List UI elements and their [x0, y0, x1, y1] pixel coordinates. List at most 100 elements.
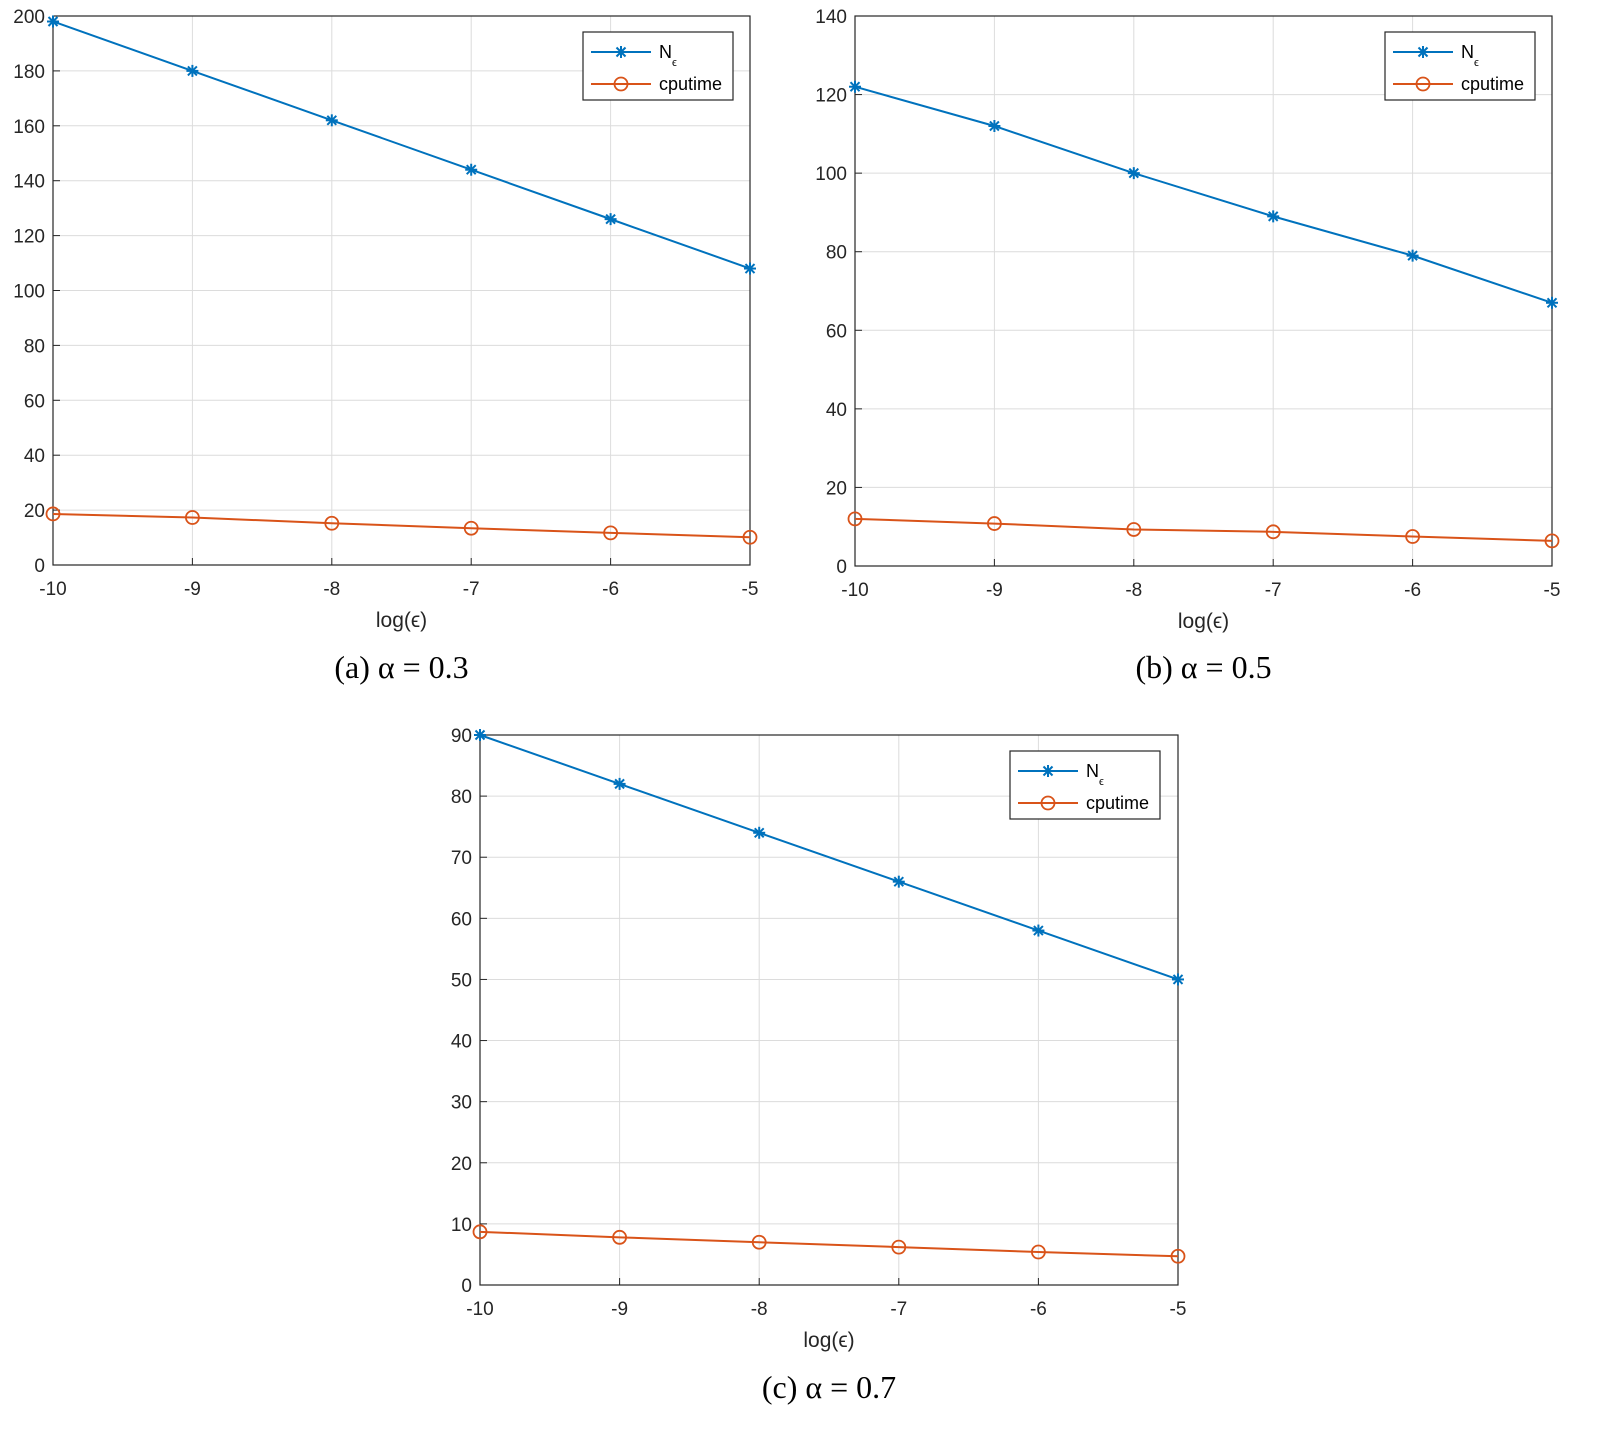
asterisk-marker	[1417, 46, 1429, 58]
circle-marker	[751, 1234, 767, 1250]
asterisk-marker	[1172, 973, 1184, 986]
asterisk-stroke	[989, 120, 1000, 132]
circle-marker	[1415, 76, 1431, 92]
chart-0: -10 -9 -8 -7 -6 -5 0 20 40 60 80 100 120 140 160 180 200…	[13, 7, 758, 685]
asterisk-marker	[1406, 249, 1419, 262]
asterisk-stroke	[1172, 974, 1184, 985]
x-tick-label: -5	[1544, 580, 1561, 601]
series-line	[854, 85, 1553, 304]
asterisk-marker	[1127, 167, 1140, 180]
asterisk-stroke	[744, 263, 756, 274]
plot-area	[480, 735, 1178, 1285]
legend-label: cputime	[1461, 74, 1524, 94]
circle-marker	[1405, 529, 1420, 544]
y-tick-label: 30	[451, 1093, 472, 1114]
figure-caption: (a) α = 0.3	[334, 649, 468, 685]
asterisk-stroke	[47, 16, 59, 27]
legend-box	[582, 31, 734, 101]
asterisk-stroke	[753, 827, 765, 838]
circle-marker	[463, 520, 479, 536]
series-line	[52, 20, 751, 270]
y-tick-label: 80	[24, 336, 45, 357]
axes-box	[52, 15, 751, 566]
plot-area	[855, 16, 1552, 566]
x-tick-label: -8	[323, 579, 340, 600]
x-axis-label: log(ϵ)	[1178, 610, 1229, 633]
y-tick-label: 20	[826, 478, 847, 499]
y-tick-label: 160	[13, 117, 45, 138]
asterisk-stroke	[1407, 250, 1418, 261]
asterisk-marker	[849, 80, 861, 93]
asterisk-marker	[1042, 765, 1054, 777]
asterisk-marker	[753, 826, 766, 839]
y-tick-label: 60	[826, 321, 847, 342]
asterisk-marker	[1267, 210, 1280, 223]
figure-caption: (c) α = 0.7	[762, 1369, 896, 1405]
circle-marker	[45, 506, 61, 522]
y-tick-label: 40	[24, 446, 45, 467]
x-tick-label: -9	[611, 1299, 628, 1320]
x-tick-label: -9	[986, 580, 1003, 601]
x-tick-label: -6	[1404, 580, 1421, 601]
circle-marker	[603, 525, 618, 541]
circle-marker	[324, 515, 340, 531]
series-line	[854, 517, 1553, 542]
circle-marker	[847, 511, 863, 527]
asterisk-stroke	[465, 164, 477, 175]
legend-label: cputime	[659, 74, 722, 94]
asterisk-stroke	[614, 778, 625, 790]
x-tick-label: -10	[841, 580, 868, 601]
circle-marker	[612, 1229, 627, 1245]
asterisk-marker	[892, 875, 905, 888]
asterisk-stroke	[1417, 46, 1429, 58]
asterisk-stroke	[605, 213, 616, 225]
series-Nϵ	[47, 15, 756, 275]
y-tick-label: 140	[13, 172, 45, 193]
legend-label: cputime	[1086, 793, 1149, 813]
asterisk-stroke	[1128, 167, 1140, 179]
x-axis-label: log(ϵ)	[376, 609, 427, 632]
y-tick-label: 80	[451, 787, 472, 808]
asterisk-marker	[325, 114, 338, 127]
asterisk-marker	[47, 15, 59, 28]
x-tick-label: -7	[1265, 580, 1282, 601]
circle-marker	[987, 516, 1002, 531]
chart-2: -10 -9 -8 -7 -6 -5 0 10 20 30 40 50 60 70 80 90 log(ϵ) Nϵ…	[451, 726, 1187, 1405]
x-tick-label: -7	[463, 579, 480, 600]
legend: Nϵ cputime	[1384, 31, 1536, 101]
asterisk-marker	[1032, 924, 1045, 937]
asterisk-stroke	[474, 729, 486, 741]
y-tick-label: 20	[24, 501, 45, 522]
y-tick-label: 100	[815, 164, 847, 185]
asterisk-marker	[604, 213, 617, 226]
series-cputime	[472, 1224, 1186, 1264]
asterisk-stroke	[1033, 925, 1044, 936]
legend-label: Nϵ	[1461, 42, 1479, 69]
y-tick-label: 20	[451, 1154, 472, 1175]
asterisk-stroke	[615, 46, 627, 58]
y-tick-label: 70	[451, 848, 472, 869]
circle-marker	[472, 1224, 488, 1240]
x-tick-label: -7	[890, 1299, 907, 1320]
series-cputime	[847, 511, 1560, 549]
asterisk-marker	[186, 64, 199, 77]
series-line	[52, 512, 751, 539]
circle-marker	[891, 1239, 907, 1255]
axes-box	[479, 734, 1179, 1286]
y-tick-label: 200	[13, 7, 45, 28]
asterisk-stroke	[187, 65, 198, 77]
circle-marker	[1126, 522, 1142, 537]
asterisk-stroke	[1546, 297, 1558, 308]
asterisk-stroke	[1042, 765, 1054, 777]
asterisk-marker	[988, 120, 1001, 132]
series-line	[479, 734, 1179, 981]
y-tick-label: 50	[451, 970, 472, 991]
chart-1: -10 -9 -8 -7 -6 -5 0 20 40 60 80 100 120 140 log(ϵ) Nϵ c…	[815, 7, 1560, 685]
y-tick-label: 10	[451, 1215, 472, 1236]
asterisk-marker	[613, 777, 626, 790]
asterisk-marker	[1546, 296, 1558, 309]
asterisk-stroke	[326, 115, 338, 126]
x-tick-label: -10	[466, 1299, 493, 1320]
circle-marker	[184, 510, 200, 525]
